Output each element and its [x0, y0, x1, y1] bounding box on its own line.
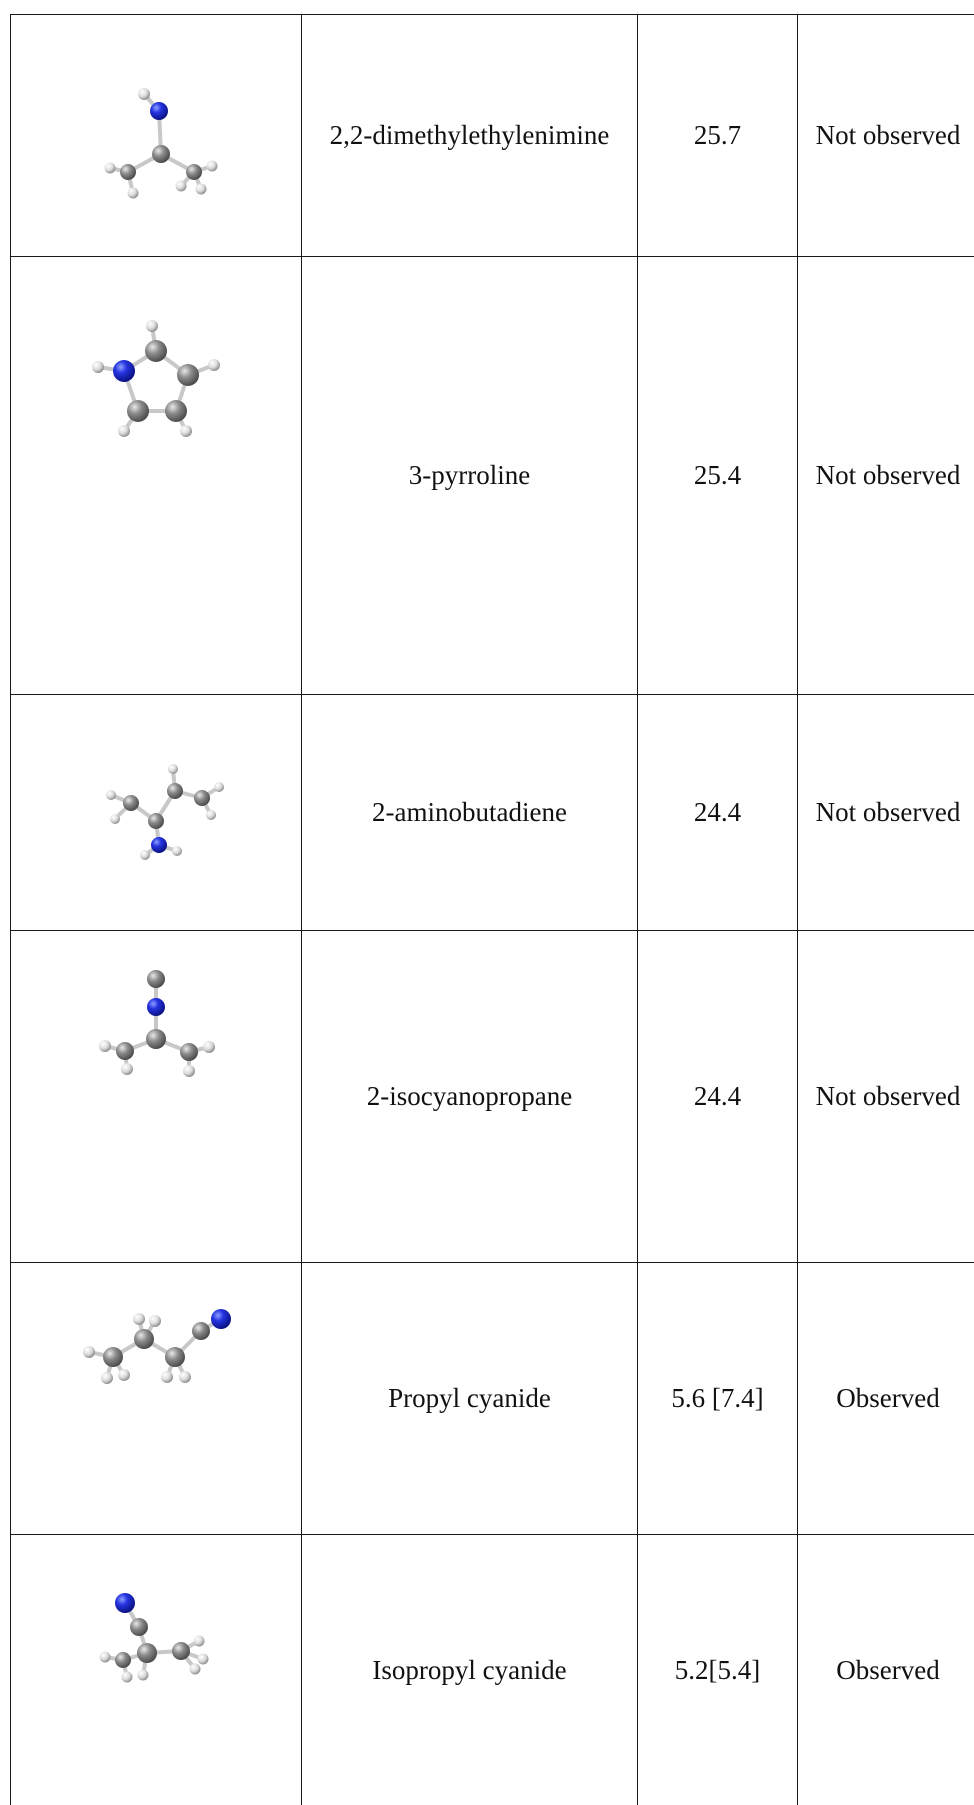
molecule-structure-cell	[11, 257, 302, 695]
table-row: 3-pyrroline 25.4 Not observed	[11, 257, 974, 695]
molecule-name: 2-aminobutadiene	[302, 695, 638, 931]
molecule-structure-cell	[11, 931, 302, 1263]
molecule-name: 2-isocyanopropane	[302, 931, 638, 1263]
energy-value: 5.2[5.4]	[638, 1535, 798, 1805]
table-row: 2,2-dimethylethylenimine 25.7 Not observ…	[11, 15, 974, 257]
table-row: Isopropyl cyanide 5.2[5.4] Observed	[11, 1535, 974, 1805]
observation-status: Observed	[798, 1263, 974, 1535]
isopropyl-cyanide-structure-icon	[81, 1577, 231, 1697]
molecule-name: 3-pyrroline	[302, 257, 638, 695]
energy-value: 5.6 [7.4]	[638, 1263, 798, 1535]
2-aminobutadiene-structure-icon	[81, 753, 231, 873]
molecule-structure-cell	[11, 695, 302, 931]
table-row: 2-aminobutadiene 24.4 Not observed	[11, 695, 974, 931]
observation-status: Not observed	[798, 695, 974, 931]
energy-value: 25.4	[638, 257, 798, 695]
propyl-cyanide-structure-icon	[71, 1285, 241, 1405]
molecule-name: Propyl cyanide	[302, 1263, 638, 1535]
molecule-structure-cell	[11, 15, 302, 257]
2-isocyanopropane-structure-icon	[81, 949, 231, 1099]
observation-status: Not observed	[798, 257, 974, 695]
observation-status: Not observed	[798, 931, 974, 1263]
2,2-dimethylethylenimine-structure-icon	[81, 61, 231, 211]
observation-status: Not observed	[798, 15, 974, 257]
table-row: 2-isocyanopropane 24.4 Not observed	[11, 931, 974, 1263]
observation-status: Observed	[798, 1535, 974, 1805]
table-row: Propyl cyanide 5.6 [7.4] Observed	[11, 1263, 974, 1535]
energy-value: 25.7	[638, 15, 798, 257]
energy-value: 24.4	[638, 931, 798, 1263]
molecule-table: 2,2-dimethylethylenimine 25.7 Not observ…	[10, 14, 974, 1805]
molecule-structure-cell	[11, 1535, 302, 1805]
molecule-name: Isopropyl cyanide	[302, 1535, 638, 1805]
energy-value: 24.4	[638, 695, 798, 931]
molecule-structure-cell	[11, 1263, 302, 1535]
3-pyrroline-structure-icon	[76, 313, 236, 463]
molecule-name: 2,2-dimethylethylenimine	[302, 15, 638, 257]
